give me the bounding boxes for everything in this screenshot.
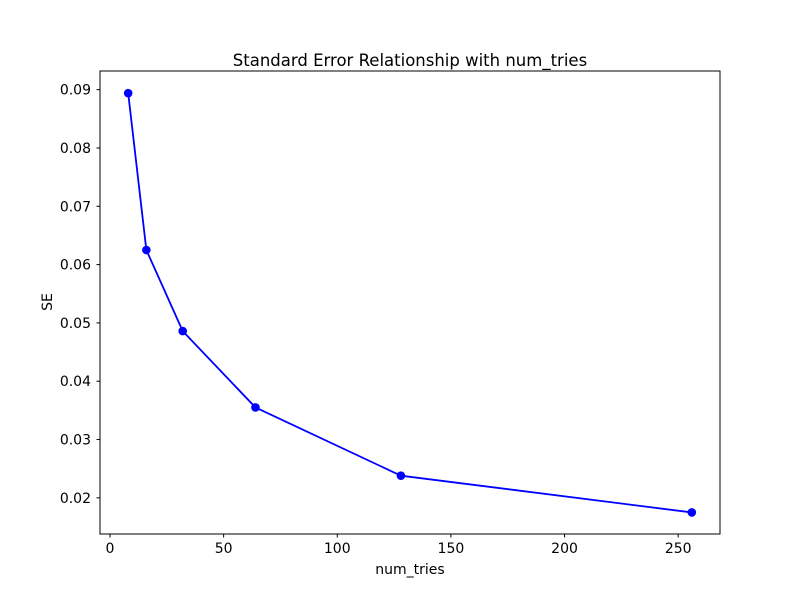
y-tick-label: 0.06 [60,258,91,274]
y-tick-label: 0.08 [60,141,91,157]
se-line [127,93,692,514]
y-tick-label: 0.09 [60,83,91,99]
x-axis-label: num_tries [375,562,445,578]
data-point [123,88,133,98]
data-point [396,471,406,480]
y-tick-label: 0.03 [60,433,91,449]
plot-border [99,70,721,535]
data-point [178,326,188,336]
x-tick-label: 150 [438,541,465,557]
y-tick-label: 0.07 [60,199,91,215]
x-tick-label: 0 [106,541,115,557]
x-tick-label: 50 [215,541,233,557]
x-tick-label: 100 [324,541,351,557]
data-point [251,403,260,412]
y-tick-label: 0.04 [60,374,91,390]
x-tick-label: 200 [551,541,578,557]
data-point [687,508,697,517]
chart-title: Standard Error Relationship with num_tri… [232,51,588,70]
y-tick-label: 0.02 [60,491,91,507]
y-tick-label: 0.05 [60,316,91,332]
y-axis-label: SE [40,293,56,311]
x-tick-label: 250 [665,541,692,557]
data-point [142,245,151,255]
